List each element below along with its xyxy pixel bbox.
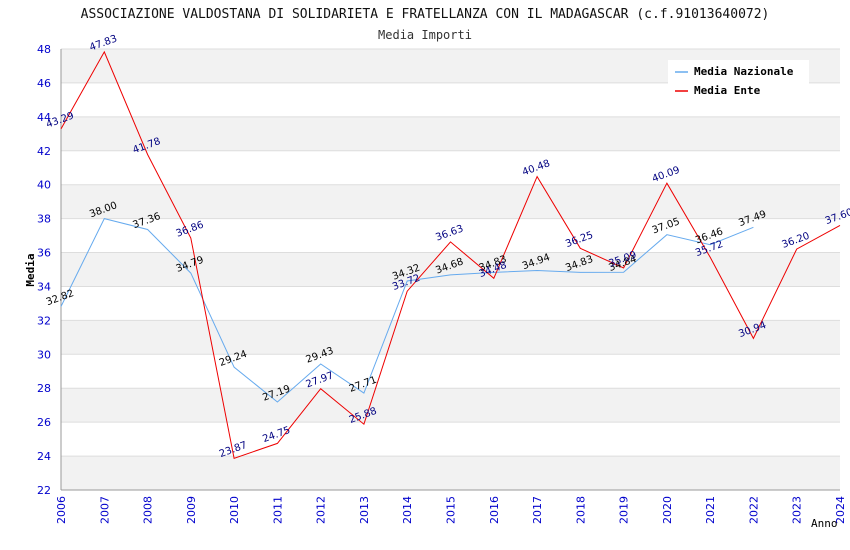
y-tick-label: 38 — [37, 213, 51, 226]
chart-subtitle: Media Importi — [378, 28, 472, 42]
x-tick-label: 2007 — [98, 496, 111, 524]
x-tick-label: 2024 — [834, 496, 847, 524]
data-label-ente: 24.75 — [261, 425, 292, 445]
grid-band — [61, 184, 840, 219]
x-tick-label: 2015 — [445, 496, 458, 524]
grid-band — [61, 116, 840, 151]
x-tick-label: 2010 — [228, 496, 241, 524]
x-tick-label: 2006 — [55, 496, 68, 524]
chart-title: ASSOCIAZIONE VALDOSTANA DI SOLIDARIETA E… — [81, 7, 770, 22]
legend-label-ente: Media Ente — [694, 84, 761, 97]
series-line-ente — [60, 50, 841, 459]
y-tick-label: 28 — [37, 382, 51, 395]
x-tick-label: 2023 — [791, 496, 804, 524]
x-tick-label: 2008 — [142, 496, 155, 524]
y-tick-label: 44 — [37, 111, 51, 124]
y-tick-label: 42 — [37, 145, 51, 158]
data-label-ente: 27.97 — [305, 370, 336, 390]
series-lines — [60, 50, 841, 459]
y-tick-label: 46 — [37, 77, 51, 90]
x-tick-label: 2016 — [488, 496, 501, 524]
legend-box — [668, 60, 809, 100]
x-tick-label: 2022 — [747, 496, 760, 524]
y-tick-label: 22 — [37, 484, 51, 497]
series-line-nazionale — [60, 218, 754, 403]
y-tick-label: 32 — [37, 314, 51, 327]
x-tick-label: 2014 — [401, 496, 414, 524]
axes: 22 24 26 28 30 32 34 36 38 40 42 44 46 48 2006 2007 2008… — [37, 43, 847, 524]
y-tick-label: 40 — [37, 179, 51, 192]
x-tick-label: 2011 — [271, 496, 284, 524]
x-axis-title: Anno — [811, 517, 838, 530]
y-axis-title: Media — [24, 253, 37, 286]
legend: Media Nazionale Media Ente — [668, 60, 809, 100]
grid-band — [61, 320, 840, 355]
y-tick-label: 26 — [37, 416, 51, 429]
y-tick-label: 34 — [37, 280, 51, 293]
data-label-ente: 40.09 — [651, 165, 682, 185]
x-tick-label: 2009 — [185, 496, 198, 524]
x-tick-label: 2013 — [358, 496, 371, 524]
y-tick-label: 48 — [37, 43, 51, 56]
x-tick-label: 2019 — [618, 496, 631, 524]
y-tick-label: 36 — [37, 247, 51, 260]
data-label-nazionale: 37.05 — [651, 216, 682, 236]
data-label-ente: 40.48 — [521, 158, 552, 178]
x-tick-label: 2021 — [704, 496, 717, 524]
legend-label-nazionale: Media Nazionale — [694, 65, 794, 78]
x-tick-label: 2018 — [574, 496, 587, 524]
data-label-ente: 36.20 — [781, 231, 812, 251]
x-tick-label: 2020 — [661, 496, 674, 524]
y-tick-label: 30 — [37, 348, 51, 361]
y-tick-label: 24 — [37, 450, 51, 463]
data-label-ente: 36.63 — [434, 223, 465, 243]
x-tick-label: 2012 — [315, 496, 328, 524]
grid-band — [61, 388, 840, 423]
grid-band — [61, 456, 840, 490]
x-tick-label: 2017 — [531, 496, 544, 524]
